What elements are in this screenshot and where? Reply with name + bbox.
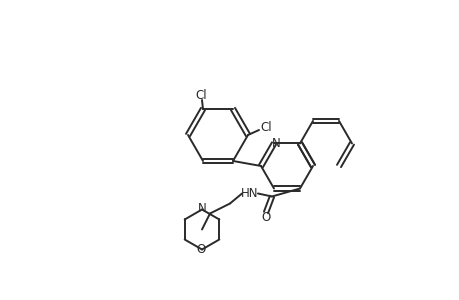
Text: Cl: Cl — [260, 121, 271, 134]
Text: Cl: Cl — [195, 88, 207, 101]
Text: O: O — [261, 211, 270, 224]
Text: HN: HN — [241, 187, 258, 200]
Text: O: O — [196, 243, 205, 256]
Text: N: N — [197, 202, 206, 215]
Text: N: N — [271, 137, 280, 150]
